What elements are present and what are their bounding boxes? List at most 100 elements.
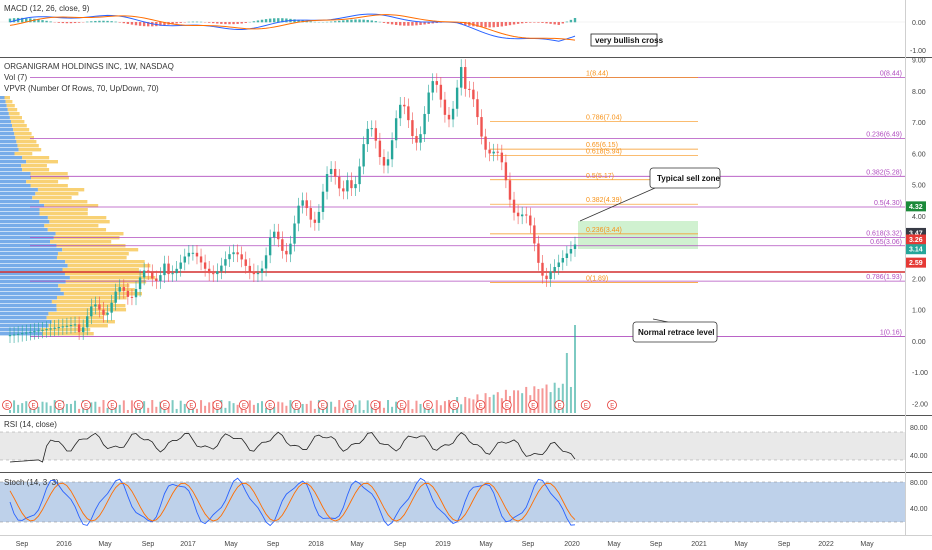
volume-bar: [541, 388, 544, 413]
earnings-marker-label: E: [84, 404, 88, 410]
macd-histogram-bar: [268, 18, 272, 23]
macd-histogram-bar: [12, 18, 16, 23]
candle-body: [529, 215, 532, 226]
macd-title: MACD (12, 26, close, 9): [4, 4, 90, 13]
earnings-marker-label: E: [268, 404, 272, 410]
rsi-pane[interactable]: RSI (14, close) 80.00 40.00: [0, 420, 928, 463]
volume-bar: [236, 404, 239, 413]
candle-body: [333, 168, 337, 177]
time-axis-label: Sep: [394, 541, 407, 548]
macd-background: [0, 0, 905, 57]
macd-histogram-bar: [423, 22, 426, 25]
macd-histogram-bar: [171, 22, 174, 25]
earnings-marker: [2, 400, 12, 410]
earnings-marker: [265, 400, 275, 410]
macd-histogram-bar: [512, 22, 516, 25]
vpvr-down-bar: [51, 300, 116, 304]
macd-annotation-box[interactable]: [590, 33, 658, 47]
macd-histogram-bar: [309, 21, 312, 23]
macd-histogram-bar: [374, 21, 378, 23]
vpvr-down-bar: [65, 280, 147, 284]
vpvr-down-bar: [17, 144, 39, 148]
volume-bar: [195, 408, 198, 413]
macd-histogram-bar: [419, 22, 422, 25]
macd-histogram-bar: [216, 22, 219, 24]
volume-bar: [256, 403, 259, 413]
sell-zone-box[interactable]: [578, 221, 698, 249]
macd-histogram-bar: [244, 22, 247, 23]
candle-body: [329, 168, 333, 175]
rsi-line: [9, 431, 576, 463]
candle-body: [508, 180, 512, 200]
candle-body: [94, 304, 97, 307]
macd-histogram-bar: [435, 22, 438, 23]
candle-body: [33, 331, 36, 333]
fib-retracement-label: 0.618(5.94): [586, 149, 622, 156]
retrace-callout-box[interactable]: [632, 321, 718, 343]
volume-bar: [74, 400, 77, 413]
candle-body: [41, 329, 44, 331]
vpvr-down-bar: [44, 224, 99, 228]
candle-body: [187, 252, 191, 257]
macd-histogram-bar: [122, 22, 126, 24]
earnings-marker: [159, 400, 170, 410]
vpvr-down-bar: [30, 172, 68, 176]
earnings-marker: [107, 400, 118, 410]
vpvr-up-bar: [0, 288, 61, 292]
volume-bar: [419, 403, 422, 413]
candle-body: [77, 324, 81, 333]
volume-bar: [403, 405, 406, 413]
stoch-axis-label-40: 40.00: [910, 506, 928, 513]
volume-bar: [106, 407, 109, 413]
volume-bar: [130, 400, 133, 413]
volume-bar: [122, 400, 125, 413]
vpvr-down-bar: [39, 212, 88, 216]
volume-bar: [468, 398, 471, 413]
volume-bar: [29, 407, 32, 413]
candle-body: [431, 81, 434, 93]
macd-histogram-bar: [541, 22, 544, 23]
vpvr-up-bar: [0, 180, 27, 184]
vpvr-up-bar: [0, 116, 10, 120]
macd-histogram-bar: [305, 21, 308, 23]
candle-body: [346, 180, 349, 192]
macd-axis-label-zero: 0.00: [912, 20, 926, 27]
earnings-marker-label: E: [400, 404, 404, 410]
candle-body: [350, 180, 353, 189]
volume-bar: [208, 402, 211, 413]
macd-histogram-bar: [293, 19, 296, 23]
stoch-pane[interactable]: Stoch (14, 3, 3) 80.00 40.00: [0, 477, 928, 527]
candle-body: [382, 157, 386, 166]
candle-body: [236, 252, 239, 255]
vpvr-up-bar: [0, 256, 57, 260]
volume-bar: [415, 400, 418, 413]
fib-retracement-label: 1(8.44): [586, 71, 608, 78]
main-price-pane[interactable]: ORGANIGRAM HOLDINGS INC, 1W, NASDAQ Vol …: [0, 58, 928, 414]
price-tag-label: 3.26: [909, 237, 923, 244]
macd-histogram-bar: [464, 22, 467, 26]
candle-body: [321, 191, 325, 212]
stoch-d-line: [9, 482, 576, 522]
macd-histogram-bar: [329, 21, 333, 23]
macd-histogram-bar: [338, 20, 341, 23]
vpvr-down-bar: [62, 248, 139, 252]
candle-body: [354, 184, 357, 189]
vpvr-up-bar: [0, 312, 49, 316]
macd-histogram-bar: [394, 22, 398, 25]
time-axis[interactable]: Sep 2016 May Sep 2017 May Sep 2018 May Sep 2019 May…: [16, 541, 874, 548]
macd-pane[interactable]: MACD (12, 26, close, 9) very bullish cro…: [0, 0, 926, 57]
time-axis-label: May: [224, 541, 238, 548]
volume-bar: [37, 406, 40, 413]
volume-bar: [561, 383, 564, 413]
macd-histogram-bar: [273, 18, 276, 23]
vpvr-down-bar: [64, 272, 145, 276]
candle-body: [224, 259, 227, 266]
earnings-marker-label: E: [452, 404, 456, 410]
volume-bar: [183, 403, 186, 413]
volume-bar: [175, 408, 178, 413]
vpvr-down-bar: [55, 232, 124, 236]
macd-histogram-bar: [240, 22, 243, 24]
candle-body: [81, 327, 85, 333]
sell-zone-callout-box[interactable]: [649, 167, 721, 189]
